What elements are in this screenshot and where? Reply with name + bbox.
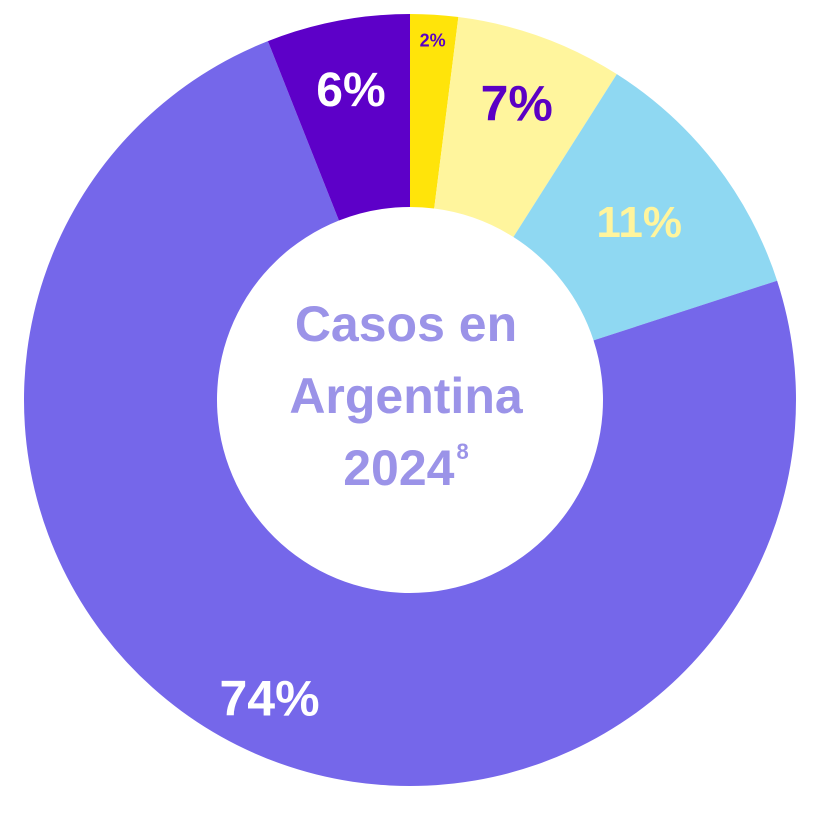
- donut-slice-2pct: [410, 14, 459, 209]
- donut-slice-7pct: [434, 17, 617, 238]
- title-line-3: 20248: [206, 432, 606, 514]
- title-line-1: Casos en: [294, 296, 518, 352]
- slice-label-2pct: 2%: [420, 31, 446, 51]
- donut-slice-6pct: [267, 13, 410, 221]
- slice-label-74pct: 74%: [219, 671, 319, 727]
- title-footnote: 8: [456, 439, 469, 464]
- title-line-2: Argentina: [289, 368, 523, 424]
- slice-label-6pct: 6%: [316, 64, 385, 117]
- donut-slice-74pct: [23, 41, 796, 787]
- title-year: 2024: [343, 440, 455, 496]
- slice-label-7pct: 7%: [481, 76, 553, 132]
- slice-label-11pct: 11%: [596, 198, 682, 247]
- chart-center-title: Casos en Argentina 20248: [206, 288, 606, 514]
- donut-slice-11pct: [513, 74, 778, 341]
